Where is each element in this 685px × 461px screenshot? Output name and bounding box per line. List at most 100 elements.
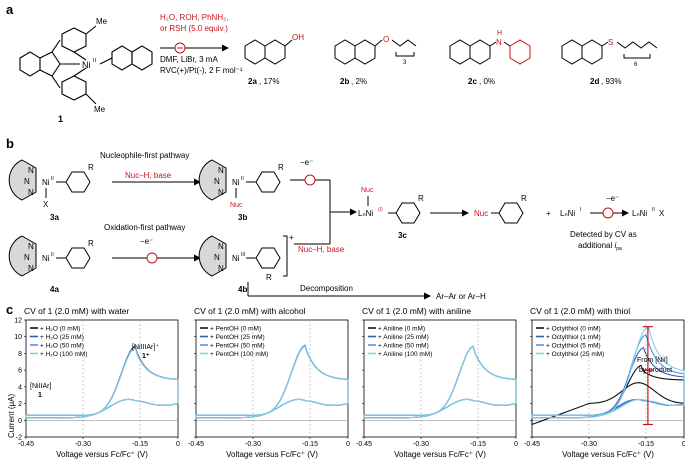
chart-title: CV of 1 (2.0 mM) with water [24,306,130,316]
y-tick-label: 12 [14,318,22,325]
coupled-product: Nuc R [474,194,527,224]
ni-label: Ni [42,178,50,187]
electrochem-icon [602,207,614,219]
panel-letter-b: b [6,136,14,151]
reagents-line1: H₂O, ROH, PhNH₂, [160,13,228,22]
pyridine-bottom [61,75,87,101]
cv-chart-1: CV of 1 (2.0 mM) with water -0.45 -0.30 -0.… [14,306,180,459]
cv-curve [195,345,349,419]
n-atom: N [214,177,220,186]
ann-ni-iii-ar-bold: 1⁺ [142,353,150,360]
product-2c-subh: H [497,30,502,37]
legend-entry: + Aniline (100 mM) [378,351,432,358]
cv-chart-4: CV of 1 (2.0 mM) with thiol -0.45 -0.30 -0.… [524,306,685,459]
legend-entry: + Aniline (25 mM) [378,334,429,341]
detected-line2: additional ipa [578,241,622,252]
x-group: X [43,200,49,209]
label-4b: 4b [238,285,247,294]
electrochem-icon [146,252,158,264]
ann-ni-ii-ar: [NiIIAr] [30,383,51,390]
x-tick-label: -0.30 [581,441,597,448]
reagents-line2: or RSH (5.0 equiv.) [160,24,228,33]
nuc-group: Nuc [230,202,243,209]
cv-curve [531,326,685,419]
decomp-product: Ar–Ar or Ar–H [436,292,486,301]
x-tick-label: -0.30 [245,441,261,448]
panel-c: c Current (μA) CV of 1 (2.0 mM) with wat… [6,302,685,459]
r-group: R [418,194,424,203]
label-4a: 4a [50,285,59,294]
legend-entry: + H₂O (0 mM) [40,326,80,333]
n-atom: N [28,166,34,175]
panel-letter-c: c [6,302,13,317]
product-2b-yield: , 2% [351,77,367,86]
n-atom: N [218,166,224,175]
r-group: R [88,239,94,248]
chart-title: CV of 1 (2.0 mM) with thiol [530,306,630,316]
legend-entry: + H₂O (25 mM) [40,334,84,341]
x-axis-label: Voltage versus Fc/Fc⁺ (V) [56,450,148,459]
x-tick-label: -0.45 [18,441,34,448]
ln-ni-x: LₙNi [632,209,647,218]
ann-ni-ii-ar-bold: 1 [38,392,42,399]
ann-ni-iii-ar: [NiIIIAr]⁺ [132,344,159,351]
ni-ox-state: II [241,176,244,182]
path2-title: Oxidation-first pathway [104,223,185,232]
ni-label: Ni [232,178,240,187]
x-tick-label: 0 [682,441,685,448]
product-2c-name: 2c [468,77,477,86]
x-tick-label: 0 [176,441,180,448]
ann-ni-i-line2: by-product [639,367,672,374]
path1-reagent: Nuc–H, base [125,171,172,180]
y-tick-label: -2 [16,435,22,442]
r-group: R [88,163,94,172]
r-group: R [278,163,284,172]
catalyst-number: 1 [58,114,63,124]
naphthyl-ring-1 [111,45,133,71]
complex-3c: LₙNi (I) Nuc R 3c [358,187,424,240]
product-2a-sub: OH [292,33,304,42]
n-atom: N [218,242,224,251]
path1-title: Nucleophile-first pathway [100,151,189,160]
n-atom: N [24,253,30,262]
complex-4b: N N N Ni III R + 4b [198,233,294,294]
panel-letter-a: a [6,2,14,17]
label-3b: 3b [238,213,247,222]
product-2b: O 3 2b , 2% [334,35,417,86]
plot-frame [195,319,349,438]
x-tick-label: -0.30 [75,441,91,448]
legend-entry: + PentOH (0 mM) [210,326,261,333]
complex-3a: N N N Ni II X R 3a [8,159,94,222]
n-atom: N [214,253,220,262]
n-atom: N [24,177,30,186]
chart-title: CV of 1 (2.0 mM) with aniline [362,306,471,316]
metal-label: Ni [82,60,91,70]
plot-frame [25,319,179,438]
cv-chart-2: CV of 1 (2.0 mM) with alcohol -0.45 -0.30 -… [188,306,350,459]
x-tick-label: 0 [346,441,350,448]
me-top-label: Me [96,17,108,26]
plus-sign: + [546,209,551,218]
ox-electron-1: −e⁻ [300,158,313,167]
y-tick-label: 4 [18,384,22,391]
chart-title: CV of 1 (2.0 mM) with alcohol [194,306,306,316]
path2-reagent: Nuc–H, base [298,245,345,254]
n-atom: N [218,188,224,197]
legend-entry: + Aniline (50 mM) [378,343,429,350]
product-2a: OH 2a , 17% [244,33,304,86]
ln-ni-x-ox: II [652,207,655,213]
ox-electron-2: −e⁻ [140,237,153,246]
legend-entry: + PentOH (100 mM) [210,351,268,358]
n-atom: N [28,188,34,197]
legend-entry: + Octylthiol (25 mM) [546,351,604,358]
ni-ox-state: III [241,252,245,258]
legend-entry: + PentOH (25 mM) [210,334,265,341]
ni-ox-state: II [51,176,54,182]
x-tick-label: 0 [514,441,518,448]
product-2d-sub: S [608,38,613,47]
nuc-group: Nuc [474,209,488,218]
plot-frame [363,319,517,438]
x-tick-label: -0.45 [524,441,540,448]
product-2a-yield: , 17% [259,77,279,86]
